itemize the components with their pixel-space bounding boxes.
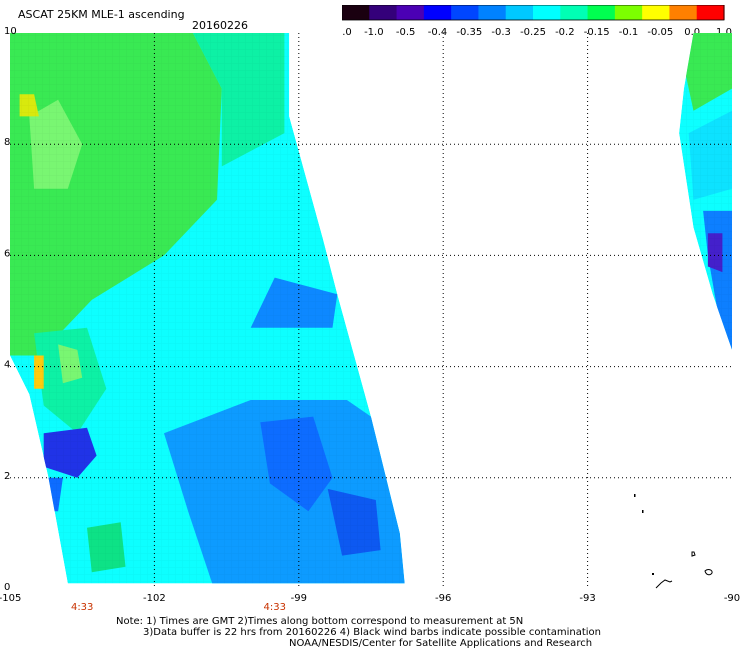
colorbar-tick-label: -0.3 [491, 27, 511, 38]
lat-label: 2 [4, 471, 10, 482]
lat-label: 6 [4, 248, 10, 259]
colorbar-segment [642, 5, 671, 20]
left-swath [10, 33, 405, 584]
colorbar-segment [478, 5, 507, 20]
colorbar-tick-label: -1.0 [364, 27, 384, 38]
colorbar-segment [669, 5, 698, 20]
lat-label: 10 [4, 26, 17, 37]
lon-label: -99 [291, 593, 307, 604]
footnote-line-1: Note: 1) Times are GMT 2)Times along bot… [116, 616, 524, 627]
colorbar-segment [505, 5, 534, 20]
footnote-credit: NOAA/NESDIS/Center for Satellite Applica… [289, 638, 593, 649]
pass-time-label: 4:33 [263, 602, 285, 613]
colorbar-tick-label: 0.0 [684, 27, 700, 38]
colorbar-tick-label: 1.0 [716, 27, 732, 38]
colorbar-segment [560, 5, 589, 20]
colorbar-segment [587, 5, 616, 20]
right-swath [679, 33, 732, 350]
colorbar-segment [423, 5, 452, 20]
colorbar-segment [614, 5, 643, 20]
coastline [634, 494, 713, 589]
colorbar-segment [533, 5, 561, 20]
color-scale-bar: -3.0-1.0-0.5-0.4-0.35-0.3-0.25-0.2-0.15-… [342, 5, 732, 38]
product-title: ASCAT 25KM MLE-1 ascending [18, 8, 185, 21]
lon-label: -90 [724, 593, 740, 604]
colorbar-tick-label: -0.25 [520, 27, 546, 38]
colorbar-tick-label: -0.2 [555, 27, 575, 38]
colorbar-tick-label: -0.35 [456, 27, 482, 38]
colorbar-segment [396, 5, 425, 20]
colorbar-segment [451, 5, 480, 20]
colorbar-tick-label: -0.15 [584, 27, 610, 38]
wind-map: -105 -102 -99 -96 -93 -90 0 2 4 6 8 10 4:33 4:33 [0, 26, 740, 613]
product-date: 20160226 [192, 19, 248, 32]
colorbar-tick-label: -0.4 [428, 27, 448, 38]
lat-label: 8 [4, 137, 10, 148]
pass-time-label: 4:33 [71, 602, 93, 613]
lon-label: -96 [435, 593, 451, 604]
lat-label: 4 [4, 360, 10, 371]
colorbar-segment [696, 5, 725, 20]
colorbar-tick-label: -0.1 [619, 27, 639, 38]
lat-label: 0 [4, 582, 10, 593]
lon-label: -102 [143, 593, 166, 604]
colorbar-tick-label: -0.5 [396, 27, 416, 38]
colorbar-segment [369, 5, 398, 20]
footnote-line-2: 3)Data buffer is 22 hrs from 20160226 4)… [143, 627, 601, 638]
lon-label: -105 [0, 593, 21, 604]
colorbar-segment [342, 5, 370, 20]
lon-label: -93 [579, 593, 595, 604]
colorbar-tick-label: -3.0 [342, 27, 352, 38]
colorbar-tick-label: -0.05 [647, 27, 673, 38]
